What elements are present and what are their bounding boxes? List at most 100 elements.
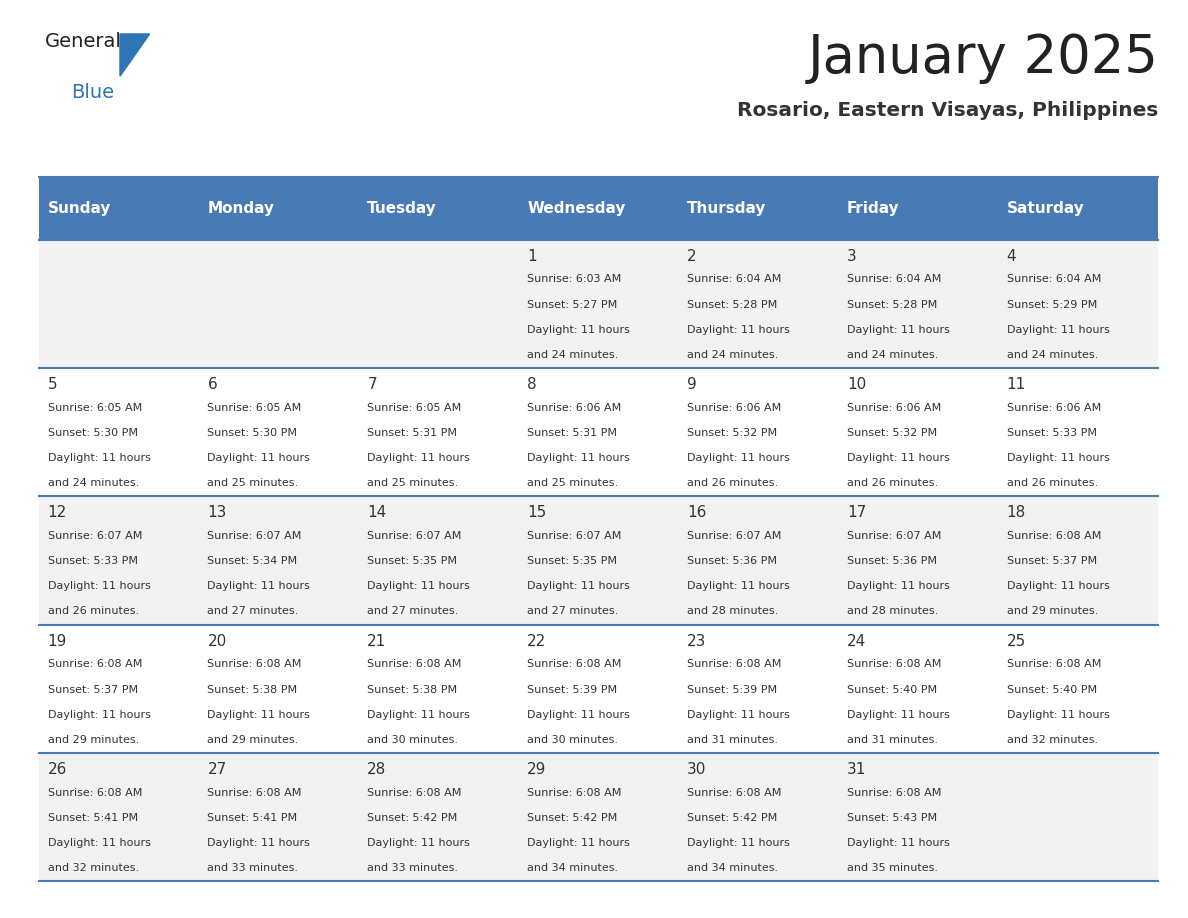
Text: and 31 minutes.: and 31 minutes. — [687, 734, 778, 744]
Text: Rosario, Eastern Visayas, Philippines: Rosario, Eastern Visayas, Philippines — [737, 101, 1158, 120]
Text: 28: 28 — [367, 762, 386, 778]
Text: Sunrise: 6:08 AM: Sunrise: 6:08 AM — [527, 788, 621, 798]
Text: 23: 23 — [687, 633, 707, 649]
Text: Daylight: 11 hours: Daylight: 11 hours — [527, 581, 630, 591]
Text: and 27 minutes.: and 27 minutes. — [527, 606, 619, 616]
Text: and 27 minutes.: and 27 minutes. — [208, 606, 298, 616]
Text: and 25 minutes.: and 25 minutes. — [208, 478, 298, 487]
Text: 29: 29 — [527, 762, 546, 778]
Text: 20: 20 — [208, 633, 227, 649]
Text: Daylight: 11 hours: Daylight: 11 hours — [687, 325, 790, 334]
Text: 3: 3 — [847, 249, 857, 263]
Text: Sunrise: 6:08 AM: Sunrise: 6:08 AM — [687, 788, 782, 798]
Text: Sunrise: 6:04 AM: Sunrise: 6:04 AM — [687, 274, 782, 285]
Text: Sunrise: 6:08 AM: Sunrise: 6:08 AM — [847, 788, 941, 798]
Text: Sunset: 5:42 PM: Sunset: 5:42 PM — [367, 812, 457, 823]
Text: and 33 minutes.: and 33 minutes. — [208, 863, 298, 873]
Text: and 35 minutes.: and 35 minutes. — [847, 863, 937, 873]
Text: Daylight: 11 hours: Daylight: 11 hours — [847, 325, 949, 334]
Text: Daylight: 11 hours: Daylight: 11 hours — [208, 710, 310, 720]
Text: 12: 12 — [48, 506, 67, 521]
Text: Daylight: 11 hours: Daylight: 11 hours — [527, 710, 630, 720]
Text: Sunset: 5:34 PM: Sunset: 5:34 PM — [208, 556, 297, 566]
Text: Monday: Monday — [208, 201, 274, 216]
Text: and 29 minutes.: and 29 minutes. — [1006, 606, 1098, 616]
Text: and 31 minutes.: and 31 minutes. — [847, 734, 937, 744]
Text: Daylight: 11 hours: Daylight: 11 hours — [527, 838, 630, 848]
Text: Tuesday: Tuesday — [367, 201, 437, 216]
Text: 31: 31 — [847, 762, 866, 778]
Text: Daylight: 11 hours: Daylight: 11 hours — [687, 581, 790, 591]
Text: Sunrise: 6:08 AM: Sunrise: 6:08 AM — [1006, 659, 1101, 669]
Text: 16: 16 — [687, 506, 707, 521]
Text: 19: 19 — [48, 633, 67, 649]
Text: Saturday: Saturday — [1006, 201, 1085, 216]
Text: Sunrise: 6:08 AM: Sunrise: 6:08 AM — [367, 659, 462, 669]
Text: Sunset: 5:39 PM: Sunset: 5:39 PM — [527, 685, 618, 695]
Text: Sunset: 5:27 PM: Sunset: 5:27 PM — [527, 299, 618, 309]
Text: and 30 minutes.: and 30 minutes. — [367, 734, 459, 744]
Text: and 24 minutes.: and 24 minutes. — [1006, 350, 1098, 360]
Text: Sunset: 5:37 PM: Sunset: 5:37 PM — [48, 685, 138, 695]
Text: Sunrise: 6:08 AM: Sunrise: 6:08 AM — [367, 788, 462, 798]
Text: and 29 minutes.: and 29 minutes. — [48, 734, 139, 744]
Text: Sunset: 5:36 PM: Sunset: 5:36 PM — [687, 556, 777, 566]
Text: 14: 14 — [367, 506, 386, 521]
Text: and 28 minutes.: and 28 minutes. — [847, 606, 939, 616]
Text: Daylight: 11 hours: Daylight: 11 hours — [1006, 453, 1110, 463]
Text: 25: 25 — [1006, 633, 1026, 649]
Text: Sunrise: 6:05 AM: Sunrise: 6:05 AM — [48, 403, 141, 413]
Text: Friday: Friday — [847, 201, 899, 216]
Text: Daylight: 11 hours: Daylight: 11 hours — [1006, 581, 1110, 591]
Text: 15: 15 — [527, 506, 546, 521]
Text: Daylight: 11 hours: Daylight: 11 hours — [208, 453, 310, 463]
Text: Sunset: 5:29 PM: Sunset: 5:29 PM — [1006, 299, 1097, 309]
Text: Sunrise: 6:03 AM: Sunrise: 6:03 AM — [527, 274, 621, 285]
Text: Sunrise: 6:07 AM: Sunrise: 6:07 AM — [527, 532, 621, 541]
Text: 24: 24 — [847, 633, 866, 649]
Text: Sunset: 5:30 PM: Sunset: 5:30 PM — [208, 428, 297, 438]
Text: Sunset: 5:42 PM: Sunset: 5:42 PM — [527, 812, 618, 823]
Text: and 32 minutes.: and 32 minutes. — [48, 863, 139, 873]
Text: and 34 minutes.: and 34 minutes. — [527, 863, 618, 873]
Text: Thursday: Thursday — [687, 201, 766, 216]
Text: Daylight: 11 hours: Daylight: 11 hours — [367, 581, 470, 591]
Text: Sunrise: 6:08 AM: Sunrise: 6:08 AM — [527, 659, 621, 669]
Text: Sunset: 5:38 PM: Sunset: 5:38 PM — [208, 685, 297, 695]
Text: Sunset: 5:33 PM: Sunset: 5:33 PM — [1006, 428, 1097, 438]
Text: Daylight: 11 hours: Daylight: 11 hours — [847, 710, 949, 720]
Text: and 25 minutes.: and 25 minutes. — [527, 478, 618, 487]
Text: Daylight: 11 hours: Daylight: 11 hours — [367, 453, 470, 463]
Text: and 32 minutes.: and 32 minutes. — [1006, 734, 1098, 744]
Text: and 34 minutes.: and 34 minutes. — [687, 863, 778, 873]
Text: Sunrise: 6:06 AM: Sunrise: 6:06 AM — [687, 403, 782, 413]
Text: and 24 minutes.: and 24 minutes. — [847, 350, 939, 360]
Text: 27: 27 — [208, 762, 227, 778]
Text: 5: 5 — [48, 377, 57, 392]
Text: Sunset: 5:37 PM: Sunset: 5:37 PM — [1006, 556, 1097, 566]
Text: Daylight: 11 hours: Daylight: 11 hours — [687, 453, 790, 463]
Text: Daylight: 11 hours: Daylight: 11 hours — [48, 838, 151, 848]
Text: Sunset: 5:41 PM: Sunset: 5:41 PM — [48, 812, 138, 823]
Text: General: General — [45, 32, 122, 51]
Text: Daylight: 11 hours: Daylight: 11 hours — [367, 838, 470, 848]
Text: and 28 minutes.: and 28 minutes. — [687, 606, 778, 616]
Text: 1: 1 — [527, 249, 537, 263]
Text: Sunset: 5:32 PM: Sunset: 5:32 PM — [687, 428, 777, 438]
Text: Daylight: 11 hours: Daylight: 11 hours — [48, 710, 151, 720]
Text: Sunrise: 6:08 AM: Sunrise: 6:08 AM — [48, 659, 141, 669]
Text: Sunrise: 6:08 AM: Sunrise: 6:08 AM — [208, 659, 302, 669]
Text: Sunset: 5:42 PM: Sunset: 5:42 PM — [687, 812, 777, 823]
Text: 8: 8 — [527, 377, 537, 392]
Text: Sunset: 5:40 PM: Sunset: 5:40 PM — [847, 685, 937, 695]
Text: 4: 4 — [1006, 249, 1017, 263]
Text: Sunset: 5:30 PM: Sunset: 5:30 PM — [48, 428, 138, 438]
Text: Sunrise: 6:06 AM: Sunrise: 6:06 AM — [847, 403, 941, 413]
Text: Sunset: 5:35 PM: Sunset: 5:35 PM — [367, 556, 457, 566]
Text: Daylight: 11 hours: Daylight: 11 hours — [48, 453, 151, 463]
Text: 21: 21 — [367, 633, 386, 649]
Text: Sunset: 5:28 PM: Sunset: 5:28 PM — [847, 299, 937, 309]
Text: and 26 minutes.: and 26 minutes. — [1006, 478, 1098, 487]
Text: and 29 minutes.: and 29 minutes. — [208, 734, 298, 744]
Text: Sunset: 5:35 PM: Sunset: 5:35 PM — [527, 556, 617, 566]
